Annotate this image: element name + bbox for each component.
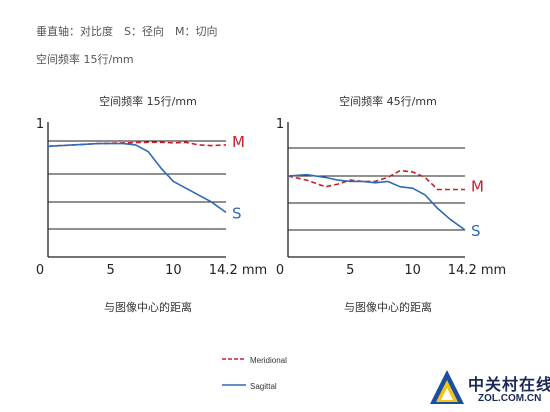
- chart1-series-label-m: M: [232, 133, 245, 151]
- chart2-series-s-line: [287, 173, 466, 231]
- chart2-series-m-line: [287, 169, 465, 191]
- chart2-x-tick-label-0: 0: [276, 263, 284, 278]
- chart1-series-label-s: S: [232, 204, 242, 222]
- chart2-title: 空间频率 45行/mm: [339, 94, 437, 108]
- frequency-note: 空间频率 15行/mm: [36, 53, 134, 66]
- chart2-series-label-m: M: [471, 178, 484, 196]
- chart1-x-axis-title: 与图像中心的距离: [104, 300, 192, 314]
- legend-label-meridional: Meridional: [250, 356, 287, 365]
- chart2-x-tick-label-3: 14.2 mm: [448, 263, 506, 278]
- chart1-x-tick-label-0: 0: [36, 263, 44, 278]
- chart1-x-tick-label-2: 10: [165, 263, 182, 278]
- legend-label-sagittal: Sagittal: [250, 382, 277, 391]
- zol-logo-text-cn: 中关村在线: [468, 375, 550, 394]
- chart2-series-label-s: S: [471, 222, 481, 240]
- zol-logo: 中关村在线 ZOL.COM.CN: [428, 368, 550, 408]
- legend-swatch-meridional: [222, 358, 246, 360]
- chart1-title: 空间频率 15行/mm: [99, 94, 197, 108]
- zol-logo-mark: [430, 370, 464, 404]
- chart2-x-tick-label-1: 5: [346, 263, 354, 278]
- chart1-x-tick-label-1: 5: [107, 263, 115, 278]
- chart2-y-tick-label: 1: [276, 117, 284, 132]
- axis-description: 垂直轴：对比度 S：径向 M：切向: [36, 25, 218, 38]
- chart2-x-tick-label-2: 10: [404, 263, 421, 278]
- chart1-series-s-line: [47, 142, 227, 214]
- chart2-x-axis-title: 与图像中心的距离: [344, 300, 432, 314]
- legend-swatch-sagittal: [222, 384, 246, 386]
- zol-logo-text-en: ZOL.COM.CN: [478, 393, 542, 404]
- chart1-y-tick-label: 1: [36, 117, 44, 132]
- chart1-x-tick-label-3: 14.2 mm: [209, 263, 267, 278]
